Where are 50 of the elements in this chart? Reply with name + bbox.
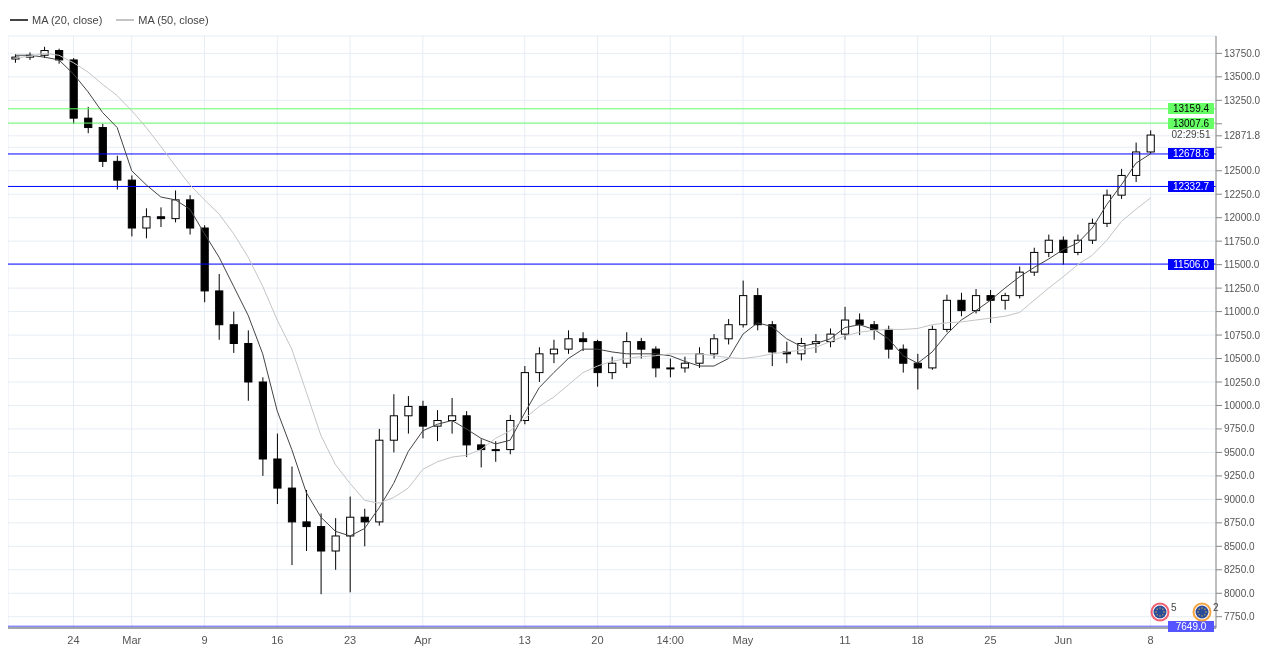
y-tick-label: 8500.0 [1224,540,1256,552]
y-tick-label: 8250.0 [1224,564,1256,576]
y-tick-label: 10250.0 [1224,376,1261,388]
x-tick-label: 20 [591,633,604,646]
y-tick-label: 13250.0 [1224,94,1261,106]
x-tick-label: Jun [1054,633,1073,646]
x-tick-label: 16 [271,633,284,646]
y-tick-label: 8000.0 [1224,587,1256,599]
y-tick-label: 10000.0 [1224,400,1261,412]
y-tick-label: 8750.0 [1224,517,1256,529]
ref-line-label: 11506.0 [1168,258,1214,270]
x-tick-label: 8 [1147,633,1154,646]
x-tick-label: May [732,633,754,646]
y-tick-label: 12500.0 [1224,165,1261,177]
y-tick-label: 13750.0 [1224,47,1261,59]
ref-line-label: 7649.0 [1168,620,1214,632]
y-tick-label: 12000.0 [1224,212,1261,224]
annotation: 02:29:51 [1170,129,1212,142]
y-tick-label: 10500.0 [1224,353,1261,365]
y-tick-label: 13500.0 [1224,71,1261,83]
ref-line-label: 13007.6 [1168,117,1214,129]
y-tick-label: 12250.0 [1224,188,1261,200]
x-tick-label: 25 [984,633,997,646]
y-tick-label: 9750.0 [1224,423,1256,435]
x-tick-label: 14:00 [656,633,684,646]
y-tick-label: 11000.0 [1224,306,1260,318]
ref-line-label: 12678.6 [1168,148,1214,160]
y-tick-label: 7750.0 [1224,611,1256,623]
y-tick-label: 9000.0 [1224,493,1256,505]
x-tick-label: Apr [414,633,432,646]
x-tick-label: 9 [201,633,208,646]
x-tick-label: 11 [839,633,851,646]
y-tick-label: 9250.0 [1224,470,1256,482]
y-tick-label: 9500.0 [1224,446,1256,458]
y-tick-label: 12871.8 [1224,130,1261,142]
x-tick-label: 18 [911,633,924,646]
ref-line-label: 13159.4 [1168,103,1214,115]
y-tick-label: 11500.0 [1224,259,1260,271]
y-tick-label: 10750.0 [1224,329,1261,341]
legend-label: MA (50, close) [138,13,209,28]
y-tick-label: 11250.0 [1224,282,1260,294]
y-tick-label: 11750.0 [1224,235,1260,247]
x-tick-label: 24 [67,633,80,646]
x-tick-label: 13 [518,633,531,646]
x-tick-label: Mar [122,633,142,646]
annotation: 2 [1213,602,1219,613]
x-tick-label: 23 [343,633,357,646]
annotation: 5 [1171,602,1177,613]
ref-line-label: 12332.7 [1168,180,1214,192]
legend-label: MA (20, close) [32,13,103,28]
